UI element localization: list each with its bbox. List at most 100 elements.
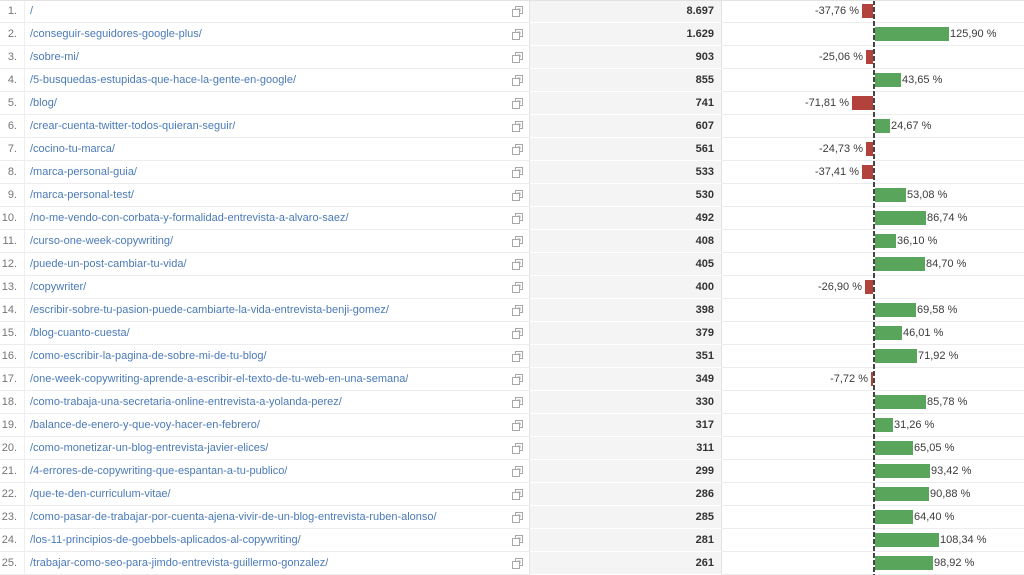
table-row: 9. /marca-personal-test/ 530 53,08 %: [0, 184, 1024, 207]
page-link[interactable]: /escribir-sobre-tu-pasion-puede-cambiart…: [30, 304, 389, 316]
page-link[interactable]: /no-me-vendo-con-corbata-y-formalidad-en…: [30, 212, 349, 224]
page-link[interactable]: /conseguir-seguidores-google-plus/: [30, 28, 202, 40]
pageviews-value: 405: [530, 253, 722, 276]
table-row: 18. /como-trabaja-una-secretaria-online-…: [0, 391, 1024, 414]
pct-change-label: 98,92 %: [934, 557, 975, 569]
row-rank: 23.: [0, 506, 25, 529]
page-link[interactable]: /5-busquedas-estupidas-que-hace-la-gente…: [30, 74, 297, 86]
open-page-icon[interactable]: [512, 281, 523, 293]
comparison-bar: [875, 326, 902, 340]
page-link[interactable]: /cocino-tu-marca/: [30, 143, 115, 155]
page-link[interactable]: /one-week-copywriting-aprende-a-escribir…: [30, 373, 409, 385]
comparison-bar: [875, 303, 916, 317]
comparison-bar: [875, 257, 925, 271]
comparison-bar: [875, 349, 917, 363]
open-page-icon[interactable]: [512, 304, 523, 316]
comparison-bar: [866, 142, 873, 156]
open-page-icon[interactable]: [512, 557, 523, 569]
comparison-bar: [875, 418, 893, 432]
pageviews-value: 741: [530, 92, 722, 115]
page-link[interactable]: /sobre-mi/: [30, 51, 79, 63]
page-link[interactable]: /crear-cuenta-twitter-todos-quieran-segu…: [30, 120, 236, 132]
comparison-bar: [875, 234, 896, 248]
open-page-icon[interactable]: [512, 419, 523, 431]
row-rank: 25.: [0, 552, 25, 575]
open-page-icon[interactable]: [512, 534, 523, 546]
pct-change-label: 64,40 %: [914, 511, 955, 523]
row-rank: 9.: [0, 184, 25, 207]
open-page-icon[interactable]: [512, 488, 523, 500]
comparison-bar: [862, 165, 873, 179]
open-page-icon[interactable]: [512, 74, 523, 86]
page-link[interactable]: /como-trabaja-una-secretaria-online-entr…: [30, 396, 342, 408]
open-page-icon[interactable]: [512, 166, 523, 178]
page-link[interactable]: /balance-de-enero-y-que-voy-hacer-en-feb…: [30, 419, 260, 431]
page-link[interactable]: /los-11-principios-de-goebbels-aplicados…: [30, 534, 301, 546]
page-link[interactable]: /como-monetizar-un-blog-entrevista-javie…: [30, 442, 269, 454]
open-page-icon[interactable]: [512, 120, 523, 132]
row-rank: 4.: [0, 69, 25, 92]
pct-change-label: -7,72 %: [830, 373, 868, 385]
page-link[interactable]: /puede-un-post-cambiar-tu-vida/: [30, 258, 187, 270]
open-page-icon[interactable]: [512, 28, 523, 40]
open-page-icon[interactable]: [512, 143, 523, 155]
comparison-bar: [875, 395, 926, 409]
page-link[interactable]: /blog/: [30, 97, 57, 109]
open-page-icon[interactable]: [512, 396, 523, 408]
table-row: 24. /los-11-principios-de-goebbels-aplic…: [0, 529, 1024, 552]
table-row: 15. /blog-cuanto-cuesta/ 379 46,01 %: [0, 322, 1024, 345]
comparison-bar: [875, 510, 913, 524]
table-row: 10. /no-me-vendo-con-corbata-y-formalida…: [0, 207, 1024, 230]
open-page-icon[interactable]: [512, 51, 523, 63]
table-row: 17. /one-week-copywriting-aprende-a-escr…: [0, 368, 1024, 391]
pct-change-label: -37,41 %: [814, 166, 859, 178]
pageviews-value: 281: [530, 529, 722, 552]
page-link[interactable]: /marca-personal-guia/: [30, 166, 137, 178]
page-link[interactable]: /blog-cuanto-cuesta/: [30, 327, 130, 339]
page-link[interactable]: /4-errores-de-copywriting-que-espantan-a…: [30, 465, 288, 477]
page-link[interactable]: /: [30, 5, 34, 17]
open-page-icon[interactable]: [512, 258, 523, 270]
open-page-icon[interactable]: [512, 5, 523, 17]
open-page-icon[interactable]: [512, 373, 523, 385]
open-page-icon[interactable]: [512, 465, 523, 477]
row-rank: 11.: [0, 230, 25, 253]
page-link[interactable]: /que-te-den-curriculum-vitae/: [30, 488, 171, 500]
open-page-icon[interactable]: [512, 350, 523, 362]
open-page-icon[interactable]: [512, 97, 523, 109]
pageviews-value: 398: [530, 299, 722, 322]
open-page-icon[interactable]: [512, 235, 523, 247]
pageviews-value: 530: [530, 184, 722, 207]
table-top-border: [0, 0, 1024, 1]
row-rank: 3.: [0, 46, 25, 69]
comparison-bar: [875, 441, 913, 455]
page-link[interactable]: /copywriter/: [30, 281, 87, 293]
comparison-bar: [875, 73, 901, 87]
page-link[interactable]: /como-pasar-de-trabajar-por-cuenta-ajena…: [30, 511, 437, 523]
open-page-icon[interactable]: [512, 327, 523, 339]
comparison-bar: [866, 50, 873, 64]
pct-change-label: 125,90 %: [950, 28, 997, 40]
pct-change-label: 84,70 %: [926, 258, 967, 270]
open-page-icon[interactable]: [512, 212, 523, 224]
page-link[interactable]: /trabajar-como-seo-para-jimdo-entrevista…: [30, 557, 329, 569]
table-row: 1. / 8.697 -37,76 %: [0, 0, 1024, 23]
pct-change-label: 53,08 %: [907, 189, 948, 201]
page-link[interactable]: /curso-one-week-copywriting/: [30, 235, 174, 247]
page-link[interactable]: /marca-personal-test/: [30, 189, 134, 201]
open-page-icon[interactable]: [512, 442, 523, 454]
pct-change-label: 93,42 %: [931, 465, 972, 477]
pageviews-value: 311: [530, 437, 722, 460]
open-page-icon[interactable]: [512, 511, 523, 523]
table-row: 21. /4-errores-de-copywriting-que-espant…: [0, 460, 1024, 483]
pct-change-label: 108,34 %: [940, 534, 987, 546]
pageviews-value: 408: [530, 230, 722, 253]
row-rank: 17.: [0, 368, 25, 391]
pct-change-label: 31,26 %: [894, 419, 935, 431]
open-page-icon[interactable]: [512, 189, 523, 201]
table-row: 3. /sobre-mi/ 903 -25,06 %: [0, 46, 1024, 69]
table-row: 2. /conseguir-seguidores-google-plus/ 1.…: [0, 23, 1024, 46]
table-row: 25. /trabajar-como-seo-para-jimdo-entrev…: [0, 552, 1024, 575]
row-rank: 22.: [0, 483, 25, 506]
page-link[interactable]: /como-escribir-la-pagina-de-sobre-mi-de-…: [30, 350, 267, 362]
